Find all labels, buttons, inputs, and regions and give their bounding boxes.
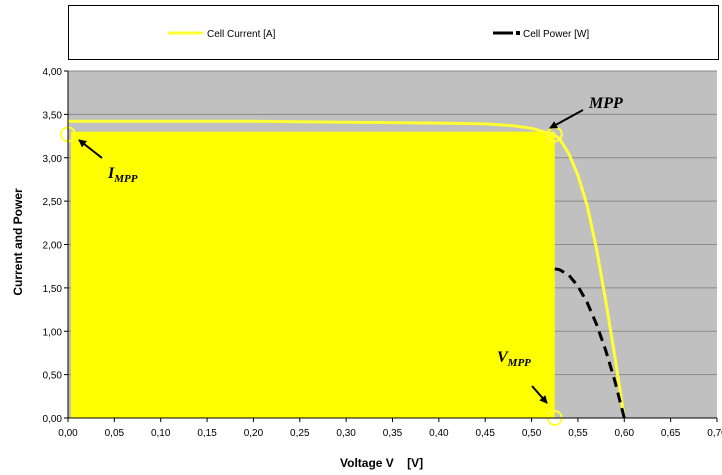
x-tick-label: 0,00	[58, 428, 78, 439]
y-tick-label: 0,50	[43, 371, 63, 382]
x-tick-label: 0,20	[244, 428, 264, 439]
v-mpp-annotation: VMPP	[497, 349, 531, 369]
x-tick-label: 0,05	[105, 428, 125, 439]
y-tick-labels: 0,00 0,50 1,00 1,50 2,00 2,50 3,00 3,50 4,00	[43, 67, 63, 425]
y-tick-label: 4,00	[43, 67, 63, 78]
x-tick-label: 0,55	[568, 428, 588, 439]
axes	[64, 70, 718, 422]
i-mpp-sub: MPP	[113, 173, 138, 185]
i-mpp-main: I	[107, 165, 115, 182]
x-tick-label: 0,30	[336, 428, 356, 439]
i-mpp-annotation: IMPP	[107, 165, 138, 185]
legend-power-swatch-dot	[516, 31, 520, 35]
mpp-power-rectangle	[71, 131, 555, 418]
v-mpp-arrow	[531, 385, 548, 404]
y-tick-label: 2,00	[43, 241, 63, 252]
mpp-annotation: MPP	[588, 95, 623, 112]
x-tick-label: 0,50	[522, 428, 542, 439]
series-cell-current	[68, 119, 626, 419]
v-mpp-sub: MPP	[507, 357, 532, 369]
y-tick-label: 3,00	[43, 154, 63, 165]
y-tick-label: 3,50	[43, 110, 63, 121]
x-tick-label: 0,25	[290, 428, 310, 439]
y-axis-label: Current and Power	[11, 188, 25, 296]
x-tick-label: 0,45	[475, 428, 495, 439]
x-tick-label: 0,65	[661, 428, 681, 439]
x-tick-label: 0,70	[707, 428, 722, 439]
legend-power-label: Cell Power [W]	[523, 29, 589, 40]
x-tick-label: 0,15	[197, 428, 217, 439]
x-tick-label: 0,10	[151, 428, 171, 439]
x-tick-labels: 0,00 0,05 0,10 0,15 0,20 0,25 0,30 0,35 0,40 0,45…	[58, 428, 722, 439]
x-tick-label: 0,60	[615, 428, 635, 439]
x-tick-label: 0,40	[429, 428, 449, 439]
x-tick-label: 0,35	[383, 428, 403, 439]
y-tick-label: 2,50	[43, 197, 63, 208]
v-mpp-main: V	[497, 349, 509, 366]
i-mpp-arrow	[78, 139, 103, 159]
mpp-arrow	[549, 109, 584, 129]
y-tick-label: 1,50	[43, 284, 63, 295]
legend-current-label: Cell Current [A]	[207, 29, 276, 40]
x-axis-label: Voltage V [V]	[340, 456, 423, 470]
y-tick-label: 0,00	[43, 414, 63, 425]
y-tick-label: 1,00	[43, 327, 63, 338]
